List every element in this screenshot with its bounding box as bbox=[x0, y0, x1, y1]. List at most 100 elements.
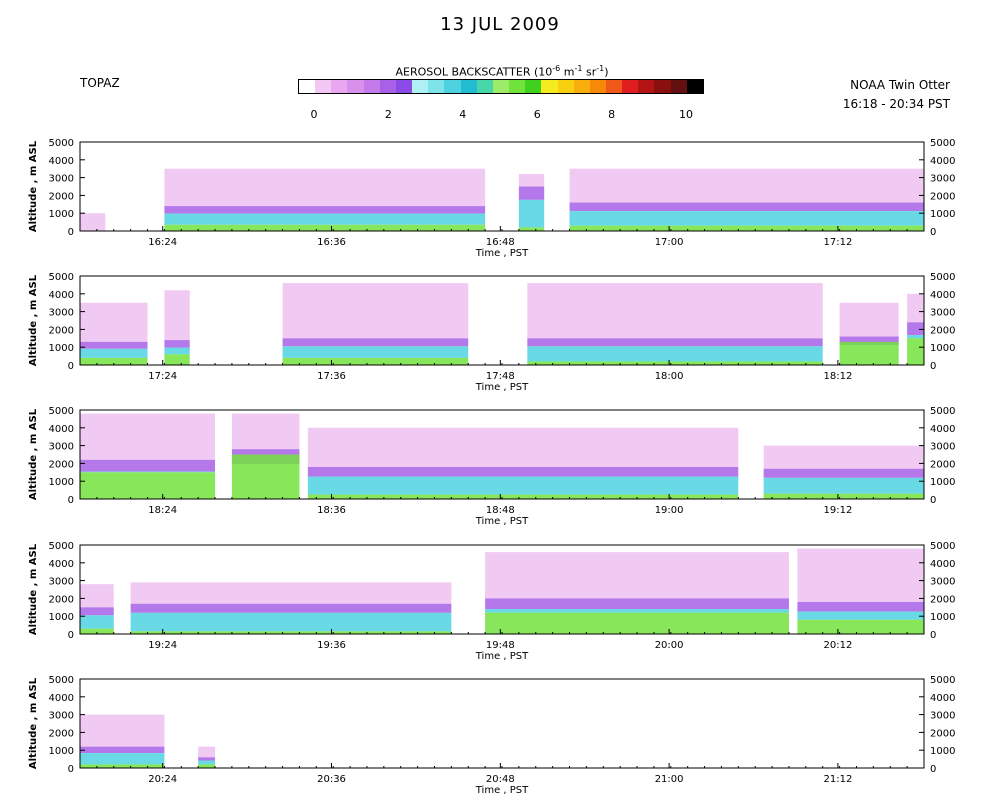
x-tick-label: 16:48 bbox=[486, 237, 515, 248]
colorbar-title: AEROSOL BACKSCATTER (10-6 m-1 sr-1) bbox=[300, 64, 704, 79]
y-tick-label: 5000 bbox=[930, 675, 955, 686]
y-tick-label: 0 bbox=[68, 764, 74, 775]
colorbar-swatch bbox=[395, 80, 413, 93]
y-tick-label: 3000 bbox=[930, 711, 955, 722]
colorbar-swatch bbox=[654, 80, 671, 93]
x-tick-label: 20:12 bbox=[823, 640, 852, 651]
x-tick-label: 18:24 bbox=[148, 505, 177, 516]
backscatter-layer-top bbox=[80, 341, 148, 349]
y-tick-label: 2000 bbox=[930, 325, 955, 336]
colorbar-title-exp1: -6 bbox=[552, 64, 561, 73]
colorbar-swatch bbox=[638, 80, 655, 93]
backscatter-aloft bbox=[80, 584, 114, 608]
y-tick-label: 3000 bbox=[49, 577, 74, 588]
y-tick-label: 5000 bbox=[930, 541, 955, 552]
colorbar-swatch bbox=[525, 80, 542, 93]
y-tick-label: 1000 bbox=[49, 477, 74, 488]
x-tick-label: 18:00 bbox=[655, 371, 684, 382]
y-axis-label: Altitude , m ASL bbox=[28, 140, 39, 232]
y-tick-label: 3000 bbox=[49, 711, 74, 722]
y-tick-label: 0 bbox=[930, 361, 936, 372]
colorbar-tick-label: 4 bbox=[459, 108, 467, 121]
backscatter-boundary-layer bbox=[485, 609, 789, 613]
backscatter-surface-layer bbox=[164, 354, 190, 365]
y-tick-label: 2000 bbox=[49, 191, 74, 202]
y-tick-label: 1000 bbox=[930, 343, 955, 354]
x-tick-label: 16:24 bbox=[148, 237, 177, 248]
y-tick-label: 0 bbox=[930, 227, 936, 238]
colorbar-tick-label: 0 bbox=[310, 108, 318, 121]
backscatter-aloft bbox=[307, 427, 739, 467]
backscatter-surface-layer bbox=[907, 338, 924, 365]
y-tick-label: 0 bbox=[930, 495, 936, 506]
colorbar-title-mid1: m bbox=[560, 65, 575, 79]
x-tick-label: 20:24 bbox=[148, 774, 177, 785]
backscatter-layer-top bbox=[198, 757, 216, 761]
y-tick-label: 3000 bbox=[930, 174, 955, 185]
colorbar-swatch bbox=[428, 80, 445, 93]
x-tick-label: 17:24 bbox=[148, 371, 177, 382]
y-tick-label: 0 bbox=[930, 764, 936, 775]
backscatter-layer-top bbox=[80, 607, 114, 616]
backscatter-aloft bbox=[282, 283, 469, 339]
y-tick-label: 1000 bbox=[49, 209, 74, 220]
backscatter-boundary-layer bbox=[797, 611, 924, 620]
backscatter-aloft bbox=[485, 552, 789, 599]
backscatter-surface-layer bbox=[839, 341, 899, 365]
x-tick-label: 20:00 bbox=[655, 640, 684, 651]
colorbar-title-mid2: sr bbox=[582, 65, 597, 79]
backscatter-surface-layer bbox=[80, 357, 148, 365]
y-axis-label: Altitude , m ASL bbox=[28, 274, 39, 366]
backscatter-aloft bbox=[907, 293, 924, 323]
colorbar-swatch bbox=[589, 80, 606, 93]
colorbar-swatch bbox=[573, 80, 590, 93]
backscatter-boundary-layer bbox=[518, 199, 545, 228]
y-tick-label: 0 bbox=[68, 630, 74, 641]
backscatter-surface-layer bbox=[527, 361, 823, 365]
colorbar-tick-label: 2 bbox=[384, 108, 392, 121]
x-tick-label: 19:24 bbox=[148, 640, 177, 651]
backscatter-aloft bbox=[80, 213, 106, 231]
backscatter-surface-layer bbox=[763, 493, 924, 499]
x-tick-label: 19:36 bbox=[317, 640, 346, 651]
y-tick-label: 1000 bbox=[49, 343, 74, 354]
backscatter-surface-layer bbox=[198, 764, 216, 768]
y-tick-label: 0 bbox=[930, 630, 936, 641]
colorbar-tick-label: 10 bbox=[679, 108, 693, 121]
backscatter-surface-layer bbox=[80, 764, 165, 768]
x-tick-label: 18:36 bbox=[317, 505, 346, 516]
time-range-label: 16:18 - 20:34 PST bbox=[842, 97, 950, 111]
colorbar-swatch bbox=[460, 80, 477, 93]
backscatter-boundary-layer bbox=[307, 476, 739, 495]
backscatter-surface-layer bbox=[485, 612, 789, 634]
y-axis-label: Altitude , m ASL bbox=[28, 408, 39, 500]
backscatter-boundary-layer bbox=[282, 346, 469, 358]
backscatter-aloft bbox=[839, 302, 899, 337]
backscatter-boundary-layer bbox=[198, 760, 216, 765]
y-tick-label: 5000 bbox=[49, 272, 74, 283]
y-tick-label: 3000 bbox=[930, 308, 955, 319]
y-tick-label: 4000 bbox=[930, 290, 955, 301]
x-tick-label: 19:48 bbox=[486, 640, 515, 651]
plot-frame bbox=[79, 544, 925, 635]
colorbar-swatch bbox=[299, 80, 316, 93]
y-tick-label: 0 bbox=[68, 361, 74, 372]
backscatter-boundary-layer bbox=[80, 753, 165, 765]
colorbar-swatch bbox=[541, 80, 558, 93]
chart-title: 13 JUL 2009 bbox=[440, 14, 560, 35]
backscatter-surface-layer bbox=[282, 357, 469, 365]
backscatter-boundary-layer bbox=[130, 612, 452, 632]
y-tick-label: 4000 bbox=[930, 156, 955, 167]
x-tick-label: 17:00 bbox=[655, 237, 684, 248]
backscatter-aloft bbox=[198, 746, 216, 758]
y-tick-label: 0 bbox=[68, 227, 74, 238]
backscatter-layer-top bbox=[527, 338, 823, 347]
y-tick-label: 5000 bbox=[930, 272, 955, 283]
y-axis-label: Altitude , m ASL bbox=[28, 543, 39, 635]
y-tick-label: 5000 bbox=[930, 138, 955, 149]
colorbar-swatch bbox=[347, 80, 364, 93]
y-tick-label: 4000 bbox=[49, 693, 74, 704]
y-tick-label: 1000 bbox=[930, 477, 955, 488]
colorbar-swatch bbox=[476, 80, 493, 93]
colorbar-swatch bbox=[622, 80, 639, 93]
